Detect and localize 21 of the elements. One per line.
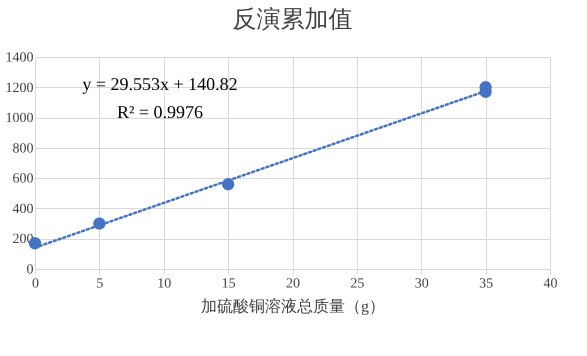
y-tick-label: 800	[12, 141, 34, 156]
x-tick-label: 20	[286, 276, 300, 292]
x-tick-label: 5	[96, 276, 104, 292]
y-tick-label: 400	[12, 202, 34, 217]
point	[222, 178, 234, 190]
x-tick-label: 25	[350, 276, 364, 292]
chart-title: 反演累加值	[232, 6, 352, 33]
x-tick-label: 15	[222, 276, 236, 292]
y-tick-label: 1400	[6, 50, 34, 66]
annotation: y = 29.553x + 140.82	[82, 74, 238, 94]
x-axis-title: 加硫酸铜溶液总质量（g）	[201, 298, 385, 316]
annotation: R² = 0.9976	[116, 102, 204, 122]
x-tick-label: 30	[414, 276, 429, 292]
x-tick-label: 10	[157, 276, 172, 292]
y-tick-label: 1000	[6, 111, 34, 126]
x-tick-label: 35	[479, 276, 494, 292]
point	[93, 217, 106, 230]
y-tick-label: 1200	[6, 80, 34, 96]
x-tick-label: 40	[544, 276, 558, 292]
y-tick-label: 600	[12, 172, 34, 187]
y-tick-label: 0	[26, 262, 34, 278]
